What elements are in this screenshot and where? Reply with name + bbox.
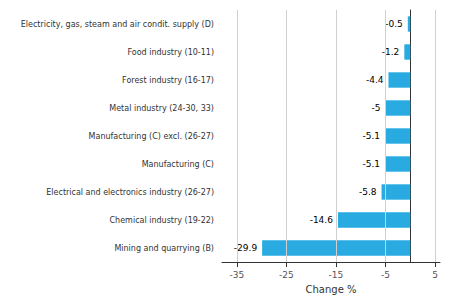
svg-text:Forest industry (16-17): Forest industry (16-17) <box>122 76 214 85</box>
svg-text:-15: -15 <box>329 270 344 280</box>
svg-text:-0.5: -0.5 <box>385 19 403 29</box>
svg-text:5: 5 <box>432 270 438 280</box>
svg-text:-5: -5 <box>372 103 381 113</box>
svg-text:-5.1: -5.1 <box>362 159 380 169</box>
svg-text:-5.8: -5.8 <box>359 187 377 197</box>
svg-text:Change %: Change % <box>306 284 357 295</box>
svg-text:Food industry (10-11): Food industry (10-11) <box>127 48 214 57</box>
svg-text:-25: -25 <box>279 270 294 280</box>
svg-text:Metal industry (24-30, 33): Metal industry (24-30, 33) <box>109 104 214 113</box>
svg-text:Electrical and electronics ind: Electrical and electronics industry (26-… <box>46 188 214 197</box>
svg-text:-35: -35 <box>230 270 245 280</box>
svg-text:Mining and quarrying (B): Mining and quarrying (B) <box>114 244 214 253</box>
svg-text:-5: -5 <box>381 270 390 280</box>
svg-text:Electricity, gas, steam and ai: Electricity, gas, steam and air condit. … <box>21 20 214 29</box>
svg-text:-5.1: -5.1 <box>362 131 380 141</box>
svg-text:-29.9: -29.9 <box>233 243 258 253</box>
svg-text:Manufacturing (C): Manufacturing (C) <box>142 160 214 169</box>
svg-text:Chemical industry (19-22): Chemical industry (19-22) <box>110 216 214 225</box>
svg-text:-14.6: -14.6 <box>310 215 334 225</box>
svg-text:-1.2: -1.2 <box>382 47 400 57</box>
svg-text:Manufacturing (C) excl. (26-27: Manufacturing (C) excl. (26-27) <box>89 132 214 141</box>
svg-text:-4.4: -4.4 <box>366 75 384 85</box>
